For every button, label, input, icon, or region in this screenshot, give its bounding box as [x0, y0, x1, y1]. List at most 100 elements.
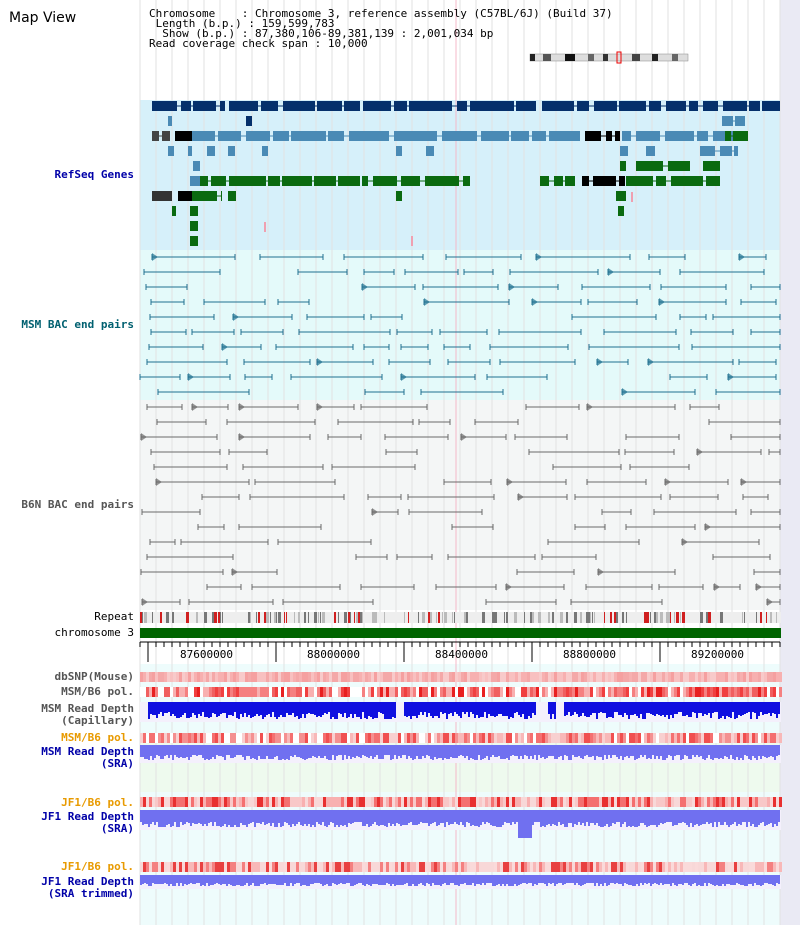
jf1-depth-trimmed	[712, 875, 714, 885]
msm-depth-sra	[208, 745, 210, 760]
gene-exon	[168, 116, 172, 126]
jf1-depth-sra	[524, 810, 526, 822]
msm-b6-pol-heatmap	[602, 687, 605, 697]
repeat-block	[776, 612, 777, 623]
msm-b6-pol-heatmap	[233, 687, 236, 697]
show-value: 87,380,106-89,381,139 : 2,001,034 bp	[254, 27, 494, 40]
repeat-block	[186, 612, 189, 623]
ideogram-band	[652, 54, 658, 61]
msm-depth-sra	[544, 745, 546, 759]
msm-b6-pol-heatmap	[167, 687, 170, 697]
repeat-block	[408, 612, 409, 623]
jf1-depth-sra	[740, 810, 742, 825]
jf1-depth-sra	[158, 810, 160, 827]
msm-depth-capillary	[716, 702, 718, 712]
dbsnp-heatmap	[737, 672, 740, 682]
jf1-depth-trimmed	[382, 875, 384, 885]
msm-depth-sra	[730, 745, 732, 755]
gene-exon	[593, 176, 616, 186]
jf1-b6-pol-heatmap	[515, 797, 518, 807]
track-label-refseq: RefSeq Genes	[54, 168, 134, 181]
msm-b6-pol-heatmap	[515, 687, 518, 697]
jf1-depth-sra	[610, 810, 612, 826]
msm-b6-pol-2-heatmap	[206, 733, 209, 743]
dbsnp-heatmap	[206, 672, 209, 682]
jf1-b6-pol-2-heatmap	[212, 862, 215, 872]
gene-exon	[193, 161, 200, 171]
jf1-depth-trimmed	[386, 875, 388, 883]
msm-depth-sra	[638, 745, 640, 758]
dbsnp-heatmap	[467, 672, 470, 682]
msm-depth-sra	[142, 745, 144, 757]
jf1-depth-sra	[366, 810, 368, 824]
jf1-depth-trimmed	[750, 875, 752, 884]
msm-depth-capillary	[350, 702, 352, 714]
jf1-depth-sra	[256, 810, 258, 823]
msm-b6-pol-heatmap	[665, 687, 668, 697]
msm-b6-pol-2-heatmap	[368, 733, 371, 743]
msm-b6-pol-heatmap	[632, 687, 635, 697]
jf1-depth-trimmed	[378, 875, 380, 885]
dbsnp-heatmap	[269, 672, 272, 682]
gene-exon	[606, 131, 612, 141]
msm-depth-sra	[322, 745, 324, 758]
dbsnp-heatmap	[536, 672, 539, 682]
msm-depth-capillary	[642, 702, 644, 719]
msm-depth-capillary	[524, 702, 526, 719]
jf1-depth-trimmed	[478, 875, 480, 884]
repeat-block	[588, 612, 590, 623]
jf1-depth-sra	[718, 810, 720, 822]
jf1-depth-trimmed	[700, 875, 702, 886]
jf1-depth-trimmed	[262, 875, 264, 884]
msm-b6-pol-2-heatmap	[356, 733, 359, 743]
jf1-b6-pol-2-heatmap	[152, 862, 155, 872]
dbsnp-heatmap	[143, 672, 146, 682]
msm-depth-sra	[368, 745, 370, 758]
dbsnp-heatmap	[551, 672, 554, 682]
jf1-depth-trimmed	[484, 875, 486, 885]
msm-b6-pol-heatmap	[374, 687, 377, 697]
jf1-depth-sra	[698, 810, 700, 826]
dbsnp-heatmap	[656, 672, 659, 682]
msm-b6-pol-2-heatmap	[176, 733, 179, 743]
jf1-b6-pol-heatmap	[761, 797, 764, 807]
jf1-depth-trimmed	[300, 875, 302, 886]
jf1-depth-sra	[358, 810, 360, 822]
msm-depth-sra	[282, 745, 284, 759]
msm-b6-pol-2-heatmap	[332, 733, 335, 743]
gene-exon	[172, 206, 176, 216]
msm-depth-sra	[688, 745, 690, 759]
jf1-depth-trimmed	[402, 875, 404, 885]
msm-depth-sra	[278, 745, 280, 760]
jf1-depth-sra	[332, 810, 334, 823]
msm-depth-capillary	[612, 702, 614, 718]
jf1-b6-pol-heatmap	[143, 797, 146, 807]
msm-b6-pol-2-heatmap	[149, 733, 152, 743]
msm-depth-sra	[270, 745, 272, 759]
jf1-depth-trimmed	[212, 875, 214, 885]
gene-exon	[349, 131, 389, 141]
gene-exon	[735, 116, 745, 126]
dbsnp-heatmap	[221, 672, 224, 682]
gene-exon	[666, 101, 686, 111]
msm-depth-capillary	[668, 702, 670, 719]
jf1-b6-pol-2-heatmap	[608, 862, 611, 872]
msm-depth-sra	[692, 745, 694, 755]
msm-b6-pol-heatmap	[191, 687, 194, 697]
msm-depth-sra	[316, 745, 318, 758]
msm-depth-sra	[770, 745, 772, 756]
msm-depth-capillary	[690, 702, 692, 717]
msm-depth-sra	[738, 745, 740, 760]
msm-b6-pol-heatmap	[731, 687, 734, 697]
dbsnp-heatmap	[560, 672, 563, 682]
jf1-depth-sra	[564, 810, 566, 827]
jf1-b6-pol-2-heatmap	[605, 862, 608, 872]
dbsnp-heatmap	[617, 672, 620, 682]
jf1-b6-pol-heatmap	[743, 797, 746, 807]
msm-b6-pol-heatmap	[641, 687, 644, 697]
jf1-depth-trimmed	[226, 875, 228, 886]
repeat-block	[284, 612, 285, 623]
msm-depth-sra	[184, 745, 186, 758]
dbsnp-heatmap	[764, 672, 767, 682]
